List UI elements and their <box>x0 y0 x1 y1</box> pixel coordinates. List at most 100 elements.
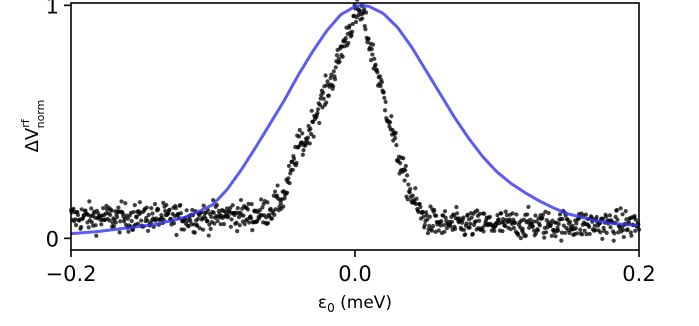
x-tick-label: −0.2 <box>46 262 97 286</box>
scatter-point <box>186 224 191 229</box>
scatter-point <box>224 206 230 211</box>
scatter-point <box>377 74 383 79</box>
scatter-point <box>444 226 450 231</box>
scatter-point <box>145 228 151 234</box>
scatter-point <box>616 230 621 235</box>
scatter-point <box>618 206 623 211</box>
scatter-point <box>525 212 530 217</box>
scatter-point <box>621 227 626 233</box>
scatter-point <box>393 136 398 141</box>
scatter-point <box>99 222 104 227</box>
scatter-point <box>389 114 394 119</box>
scatter-point <box>75 212 81 218</box>
scatter-point <box>373 62 378 67</box>
scatter-point <box>441 222 446 228</box>
plot-area <box>68 0 642 243</box>
scatter-point <box>625 227 630 232</box>
scatter-point <box>212 221 217 226</box>
scatter-point <box>381 90 386 95</box>
scatter-point <box>366 36 371 41</box>
scatter-point <box>309 108 314 113</box>
scatter-point <box>135 221 141 226</box>
scatter-point <box>350 21 355 27</box>
scatter-point <box>516 233 521 238</box>
scatter-point <box>326 93 331 98</box>
line-series <box>70 3 640 236</box>
scatter-point <box>108 212 113 218</box>
scatter-point <box>593 227 598 233</box>
scatter-point <box>296 134 302 139</box>
scatter-point <box>530 224 535 229</box>
x-axis-label-main: ε <box>318 293 327 313</box>
scatter-point <box>257 207 263 213</box>
scatter-point <box>154 216 159 221</box>
scatter-point <box>487 214 492 220</box>
scatter-point <box>611 238 616 243</box>
scatter-point <box>281 204 286 209</box>
scatter-point <box>526 204 531 209</box>
scatter-point <box>144 205 149 210</box>
x-tick-label: 0.2 <box>622 262 655 286</box>
scatter-point <box>500 229 505 234</box>
scatter-point <box>443 215 448 220</box>
scatter-point <box>413 201 419 207</box>
scatter-point <box>503 209 508 214</box>
scatter-point <box>540 216 545 221</box>
scatter-point <box>115 214 120 220</box>
scatter-point <box>429 228 434 233</box>
scatter-point <box>405 173 410 178</box>
scatter-point <box>167 207 172 212</box>
scatter-point <box>139 218 144 223</box>
scatter-point <box>416 209 421 215</box>
scatter-point <box>623 209 628 214</box>
scatter-point <box>353 19 359 25</box>
scatter-point <box>556 221 561 227</box>
scatter-point <box>229 217 234 222</box>
scatter-point <box>246 201 251 207</box>
scatter-point <box>300 152 305 157</box>
scatter-point <box>468 221 473 226</box>
scatter-point <box>540 212 546 217</box>
scatter-point <box>329 72 334 77</box>
ticks: −0.2 0.0 0.2 0 1 <box>46 0 656 286</box>
scatter-point <box>117 230 122 235</box>
scatter-point <box>214 202 220 208</box>
scatter-point <box>171 221 177 226</box>
scatter-point <box>350 29 355 34</box>
x-tick-label: 0.0 <box>338 262 371 286</box>
scatter-point <box>201 203 206 208</box>
scatter-point <box>248 216 254 221</box>
scatter-point <box>370 52 375 57</box>
scatter-point <box>560 216 565 222</box>
scatter-point <box>300 131 305 136</box>
scatter-point <box>137 200 142 205</box>
scatter-point <box>208 226 213 232</box>
scatter-point <box>633 228 638 233</box>
scatter-point <box>470 231 475 236</box>
scatter-point <box>318 96 323 101</box>
scatter-point <box>620 212 625 217</box>
scatter-point <box>299 140 304 145</box>
scatter-point <box>209 214 214 220</box>
scatter-point <box>334 53 340 58</box>
scatter-point <box>343 39 348 44</box>
scatter-point <box>442 209 448 214</box>
scatter-point <box>624 217 629 222</box>
scatter-point <box>559 238 564 243</box>
scatter-point <box>265 200 270 205</box>
x-axis-label-subscript: 0 <box>327 301 335 315</box>
scatter-point <box>583 212 589 217</box>
scatter-point <box>612 231 617 236</box>
scatter-point <box>242 222 247 227</box>
scatter-point <box>284 190 290 195</box>
scatter-point <box>123 201 128 206</box>
scatter-point <box>439 219 444 224</box>
scatter-point <box>608 225 613 230</box>
scatter-point <box>181 227 187 232</box>
scatter-point <box>247 220 252 225</box>
scatter-point <box>580 232 585 237</box>
scatter-point <box>272 189 278 194</box>
scatter-point <box>533 213 538 218</box>
scatter-point <box>89 220 94 225</box>
